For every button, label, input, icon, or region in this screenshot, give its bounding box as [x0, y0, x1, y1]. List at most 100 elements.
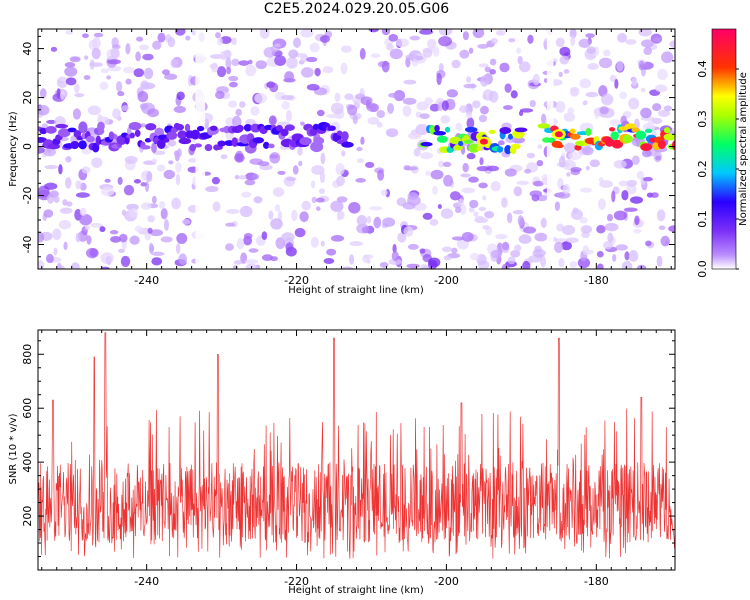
spectrogram-cell	[163, 137, 170, 143]
spectrogram-cell	[420, 142, 433, 147]
spectrogram-cell	[106, 75, 112, 80]
spectrogram-cell	[563, 69, 570, 74]
spectrogram-cell	[299, 211, 309, 223]
spectrogram-cell	[281, 232, 295, 242]
spectrogram-cell	[81, 166, 91, 174]
spectrogram-cell	[441, 246, 453, 253]
spectrogram-cell	[554, 201, 561, 211]
spectrogram-cell	[459, 105, 469, 113]
spectrogram-cell	[618, 180, 629, 187]
spectrogram-cell	[86, 235, 92, 245]
spectrogram-cell	[53, 196, 60, 203]
spectrogram-cell	[596, 263, 604, 269]
spectrogram-cell	[580, 225, 593, 234]
spectrogram-cell	[433, 130, 447, 136]
spectrogram-cell	[558, 155, 566, 168]
spectrogram-cell	[488, 129, 496, 135]
spectrogram-cell	[58, 219, 72, 230]
spectrogram-cell	[655, 155, 662, 161]
spectrogram-cell	[438, 160, 445, 168]
spectrogram-cell	[586, 46, 596, 55]
spectrogram-cell	[656, 255, 663, 267]
spectrogram-cell	[436, 72, 442, 85]
spectrogram-cell	[501, 197, 508, 208]
spectrogram-cell	[443, 174, 454, 187]
snr-x-tick-label: -240	[134, 575, 159, 588]
spectrogram-cell	[386, 43, 394, 51]
spectrogram-cell	[119, 233, 128, 243]
spectrogram-cell	[432, 185, 438, 196]
spectrogram-cell	[651, 117, 663, 125]
snr-x-tick-label: -200	[434, 575, 459, 588]
spectrogram-cell	[100, 266, 110, 269]
spectrogram-cell	[298, 160, 303, 167]
spectrogram-cell	[228, 81, 238, 88]
spectrogram-cell	[606, 213, 614, 222]
spectrogram-cell	[326, 248, 337, 256]
spectrogram-cell	[381, 29, 391, 36]
spectrogram-cell	[117, 176, 123, 185]
spectrogram-cell	[388, 258, 403, 266]
spectrogram-cell	[608, 127, 616, 132]
spectrogram-cell	[566, 172, 571, 177]
spectrogram-cell	[134, 129, 141, 137]
spectrogram-cell	[70, 140, 80, 150]
spectrogram-cell	[502, 241, 510, 251]
spectrogram-cell	[625, 39, 637, 45]
spectrogram-cell	[349, 254, 355, 265]
spectrogram-cell	[628, 97, 640, 110]
spectrogram-cell	[163, 169, 175, 180]
spectrogram-cell	[204, 143, 213, 152]
spectrogram-cell	[462, 162, 469, 173]
spectrogram-cell	[238, 60, 250, 66]
spectrogram-cell	[245, 64, 257, 77]
spectrogram-cell	[381, 60, 390, 73]
spectrogram-cell	[472, 29, 485, 39]
spectrogram-cell	[621, 189, 629, 201]
spectrogram-cell	[478, 63, 489, 68]
colorbar-axis: 0.0 0.1 0.2 0.3 0.4	[696, 60, 739, 278]
spectrogram-cell	[184, 123, 191, 132]
spectrogram-cell	[219, 50, 228, 61]
spectrogram-cell	[140, 80, 149, 91]
spectrogram-cell	[254, 92, 268, 104]
spectrogram-cell	[269, 152, 281, 164]
spectrogram-cell	[151, 195, 157, 204]
spectrogram-cell	[454, 206, 462, 213]
spectrogram-cell	[391, 251, 399, 262]
spectrogram-cell	[415, 124, 429, 136]
spectrogram-cell	[225, 222, 236, 227]
spectrogram-cell	[74, 83, 80, 94]
snr-axes: -240 -220 -200 -180 200 400 600 800	[21, 330, 675, 588]
spectrogram-cell	[650, 192, 659, 198]
spectrogram-cell	[490, 180, 501, 192]
spectrogram-cell	[566, 237, 579, 243]
spectrogram-cell	[652, 103, 662, 112]
spectrogram-hotspot	[554, 131, 563, 138]
spectrogram-cell	[39, 127, 48, 135]
spectrogram-cell	[582, 100, 588, 106]
spectrogram-cell	[82, 33, 89, 39]
spectrogram-cell	[656, 209, 666, 222]
spectrogram-cell	[268, 210, 274, 220]
spectrogram-cell	[125, 43, 131, 55]
spectrogram-y-tick-label: -20	[21, 187, 34, 205]
spectrogram-cell	[373, 216, 382, 229]
spectrogram-cell	[176, 232, 188, 245]
spectrogram-cell	[151, 158, 158, 163]
spectrogram-cell	[134, 225, 143, 233]
snr-y-tick-label: 600	[21, 398, 34, 419]
spectrogram-cell	[125, 78, 132, 85]
spectrogram-cell	[232, 115, 242, 128]
spectrogram-cell	[369, 103, 380, 113]
spectrogram-cell	[594, 107, 600, 120]
colorbar	[712, 29, 736, 269]
spectrogram-cell	[542, 137, 551, 143]
spectrogram-cell	[55, 123, 68, 129]
spectrogram-cell	[281, 100, 290, 111]
spectrogram-cell	[330, 200, 344, 212]
spectrogram-cell	[144, 181, 150, 193]
spectrogram-cell	[75, 232, 81, 243]
spectrogram-cell	[385, 128, 399, 138]
spectrogram-cell	[92, 37, 101, 49]
